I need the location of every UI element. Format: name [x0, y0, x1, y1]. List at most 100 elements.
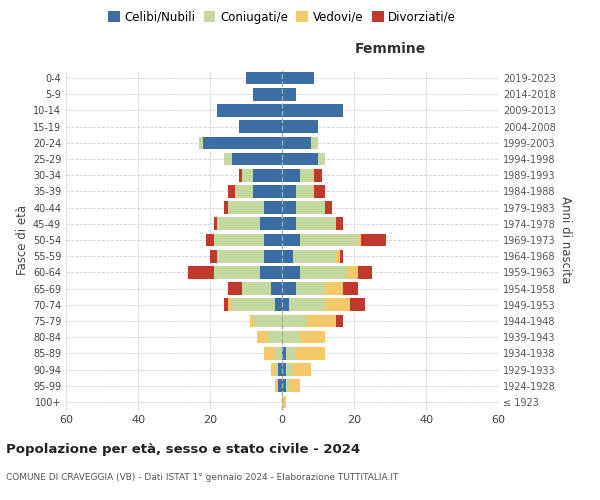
Bar	[336, 250, 340, 262]
Bar	[311, 136, 318, 149]
Bar	[282, 88, 296, 101]
Bar	[300, 234, 358, 246]
Bar	[282, 136, 311, 149]
Bar	[286, 347, 296, 360]
Y-axis label: Anni di nascita: Anni di nascita	[559, 196, 572, 284]
Bar	[282, 266, 300, 278]
Y-axis label: Fasce di età: Fasce di età	[16, 205, 29, 275]
Bar	[282, 185, 296, 198]
Bar	[271, 363, 275, 376]
Bar	[282, 396, 286, 408]
Bar	[264, 234, 282, 246]
Text: Popolazione per età, sesso e stato civile - 2024: Popolazione per età, sesso e stato civil…	[6, 442, 360, 456]
Bar	[264, 347, 275, 360]
Bar	[210, 250, 217, 262]
Bar	[282, 169, 300, 181]
Bar	[253, 169, 282, 181]
Bar	[228, 298, 232, 311]
Bar	[296, 282, 325, 295]
Legend: Celibi/Nubili, Coniugati/e, Vedovi/e, Divorziati/e: Celibi/Nubili, Coniugati/e, Vedovi/e, Di…	[106, 8, 458, 26]
Bar	[282, 152, 318, 166]
Bar	[358, 266, 372, 278]
Bar	[253, 185, 282, 198]
Bar	[232, 298, 275, 311]
Bar	[358, 234, 361, 246]
Bar	[282, 120, 318, 133]
Bar	[275, 298, 282, 311]
Bar	[286, 380, 289, 392]
Bar	[282, 331, 300, 344]
Bar	[296, 185, 314, 198]
Bar	[300, 266, 347, 278]
Bar	[278, 363, 282, 376]
Bar	[239, 169, 242, 181]
Bar	[242, 282, 271, 295]
Bar	[282, 234, 300, 246]
Bar	[296, 202, 325, 214]
Bar	[275, 347, 282, 360]
Bar	[296, 218, 336, 230]
Bar	[314, 169, 322, 181]
Bar	[300, 169, 314, 181]
Bar	[293, 250, 336, 262]
Bar	[264, 250, 282, 262]
Bar	[253, 314, 282, 328]
Bar	[232, 152, 282, 166]
Bar	[246, 72, 282, 85]
Bar	[224, 298, 228, 311]
Bar	[206, 234, 214, 246]
Bar	[282, 347, 286, 360]
Bar	[282, 250, 293, 262]
Bar	[250, 314, 253, 328]
Bar	[260, 218, 282, 230]
Bar	[300, 331, 325, 344]
Bar	[282, 202, 296, 214]
Bar	[253, 88, 282, 101]
Bar	[289, 298, 325, 311]
Bar	[242, 169, 253, 181]
Bar	[271, 282, 282, 295]
Bar	[343, 282, 358, 295]
Bar	[203, 136, 282, 149]
Bar	[228, 282, 242, 295]
Bar	[268, 331, 282, 344]
Bar	[361, 234, 386, 246]
Bar	[217, 104, 282, 117]
Bar	[336, 218, 343, 230]
Bar	[282, 282, 296, 295]
Bar	[282, 380, 286, 392]
Bar	[314, 185, 325, 198]
Text: COMUNE DI CRAVEGGIA (VB) - Dati ISTAT 1° gennaio 2024 - Elaborazione TUTTITALIA.: COMUNE DI CRAVEGGIA (VB) - Dati ISTAT 1°…	[6, 472, 398, 482]
Bar	[257, 331, 268, 344]
Bar	[239, 120, 282, 133]
Bar	[282, 314, 307, 328]
Bar	[278, 380, 282, 392]
Bar	[347, 266, 358, 278]
Bar	[282, 298, 289, 311]
Bar	[325, 282, 343, 295]
Bar	[217, 218, 260, 230]
Bar	[307, 314, 336, 328]
Bar	[282, 218, 296, 230]
Bar	[275, 380, 278, 392]
Bar	[325, 202, 332, 214]
Bar	[228, 202, 264, 214]
Bar	[282, 104, 343, 117]
Bar	[336, 314, 343, 328]
Bar	[289, 380, 300, 392]
Bar	[217, 250, 264, 262]
Bar	[296, 347, 325, 360]
Bar	[228, 185, 235, 198]
Bar	[214, 266, 260, 278]
Bar	[325, 298, 350, 311]
Bar	[264, 202, 282, 214]
Bar	[275, 363, 278, 376]
Bar	[235, 185, 253, 198]
Bar	[224, 202, 228, 214]
Bar	[340, 250, 343, 262]
Text: Femmine: Femmine	[355, 42, 425, 56]
Bar	[214, 234, 264, 246]
Bar	[282, 363, 286, 376]
Bar	[188, 266, 214, 278]
Bar	[293, 363, 311, 376]
